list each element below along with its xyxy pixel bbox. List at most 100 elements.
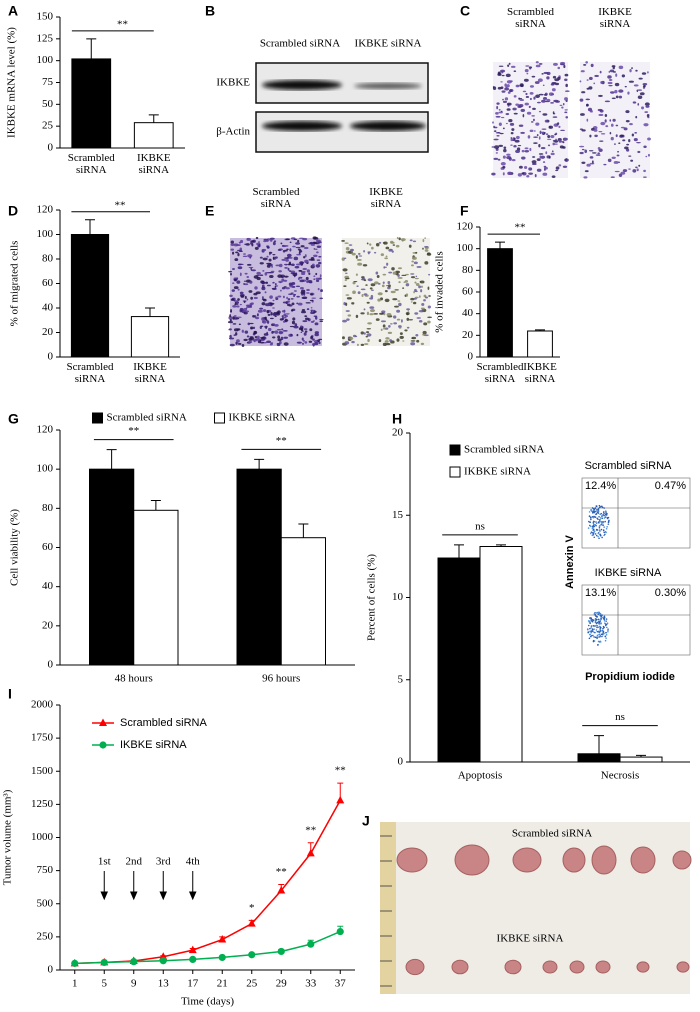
y-tick-label: 20 xyxy=(42,619,54,631)
stained-cell xyxy=(366,242,369,245)
x-tick-label-box: IKBKE siRNA xyxy=(133,361,167,385)
stained-cell xyxy=(627,91,630,95)
annotation: ns xyxy=(475,520,485,532)
stained-cell xyxy=(594,74,599,78)
annotation: ** xyxy=(305,824,316,836)
y-tick-label: 2000 xyxy=(31,699,54,711)
stained-cell xyxy=(319,320,324,323)
stained-cell xyxy=(396,309,401,313)
flow-event xyxy=(591,526,594,528)
stained-cell xyxy=(548,92,554,96)
stained-cell xyxy=(266,240,269,242)
stained-cell xyxy=(527,135,531,139)
flow-event xyxy=(603,620,606,622)
stained-cell xyxy=(537,78,543,82)
stained-cell xyxy=(343,257,347,260)
flow-event xyxy=(598,623,600,625)
stained-cell xyxy=(233,278,237,282)
y-tick-label: 40 xyxy=(42,302,54,314)
stained-cell xyxy=(550,152,555,156)
flow-event xyxy=(590,620,593,622)
stained-cell xyxy=(232,316,235,320)
y-tick-label: 0 xyxy=(398,756,404,768)
stained-cell xyxy=(493,126,498,129)
stained-cell xyxy=(635,69,638,72)
stained-cell xyxy=(230,272,232,276)
flow-event xyxy=(596,616,599,618)
stained-cell xyxy=(254,335,258,339)
stained-cell xyxy=(518,124,524,127)
flow-event xyxy=(591,634,593,637)
annotation: ** xyxy=(117,18,128,30)
stained-cell xyxy=(345,310,350,312)
stained-cell xyxy=(259,262,264,265)
stained-cell xyxy=(280,336,284,341)
flow-event xyxy=(598,631,600,633)
x-tick-label: IKBKE siRNA xyxy=(136,152,171,177)
stained-cell xyxy=(403,281,406,283)
stained-cell xyxy=(538,136,541,140)
stained-cell xyxy=(420,289,423,293)
stained-cell xyxy=(387,286,391,290)
y-axis-label: Percent of cells (%) xyxy=(366,554,378,641)
stained-cell xyxy=(237,342,242,345)
stained-cell xyxy=(290,270,296,274)
stained-cell xyxy=(623,127,628,131)
stained-cell xyxy=(584,170,589,173)
series-line xyxy=(74,930,341,965)
stained-cell xyxy=(613,161,619,164)
stained-cell xyxy=(380,253,385,257)
flow-event xyxy=(596,624,598,627)
panel-label: J xyxy=(362,813,370,829)
flow-event xyxy=(591,512,594,514)
stained-cell xyxy=(244,272,248,275)
stained-cell xyxy=(396,318,401,321)
stained-cell xyxy=(536,101,541,104)
stained-cell xyxy=(519,98,525,102)
stained-cell xyxy=(228,337,235,340)
flow-event xyxy=(605,633,608,636)
stained-cell xyxy=(291,282,296,285)
stained-cell xyxy=(579,151,584,155)
stained-cell xyxy=(247,254,253,258)
stained-cell xyxy=(599,70,602,74)
stained-cell xyxy=(551,82,557,85)
flow-event xyxy=(596,644,599,646)
flow-event xyxy=(604,635,607,638)
stained-cell xyxy=(351,340,355,344)
error-bar xyxy=(150,500,161,511)
stained-cell xyxy=(382,324,386,328)
stained-cell xyxy=(615,124,619,127)
stained-cell xyxy=(284,266,288,269)
panel-label: H xyxy=(392,411,402,427)
y-tick-label: 20 xyxy=(392,427,404,439)
flow-event xyxy=(592,619,595,622)
flow-event xyxy=(593,536,596,539)
flow-event xyxy=(590,629,593,632)
flow-event xyxy=(601,522,603,525)
stained-cell xyxy=(502,172,505,176)
stained-cell xyxy=(268,258,272,262)
stained-cell xyxy=(493,130,497,133)
stained-cell xyxy=(610,123,614,127)
flow-event xyxy=(603,534,605,537)
stained-cell xyxy=(228,316,233,320)
x-tick-label: 33 xyxy=(305,978,317,990)
tumor xyxy=(630,846,656,874)
stained-cell xyxy=(535,122,540,126)
y-tick-label: 100 xyxy=(37,54,54,66)
y-axis-label: % of migrated cells xyxy=(9,241,21,327)
stained-cell xyxy=(296,254,302,256)
stained-cell xyxy=(272,241,276,246)
stained-cell xyxy=(283,279,288,282)
stained-cell xyxy=(500,81,503,83)
stained-cell xyxy=(273,240,277,243)
flow-event xyxy=(596,626,598,629)
stained-cell xyxy=(552,142,555,146)
stained-cell xyxy=(233,243,239,247)
stained-cell xyxy=(385,246,390,250)
flow-event xyxy=(601,514,603,517)
stained-cell xyxy=(280,242,283,245)
stained-cell xyxy=(511,159,516,162)
flow-event xyxy=(592,507,595,510)
